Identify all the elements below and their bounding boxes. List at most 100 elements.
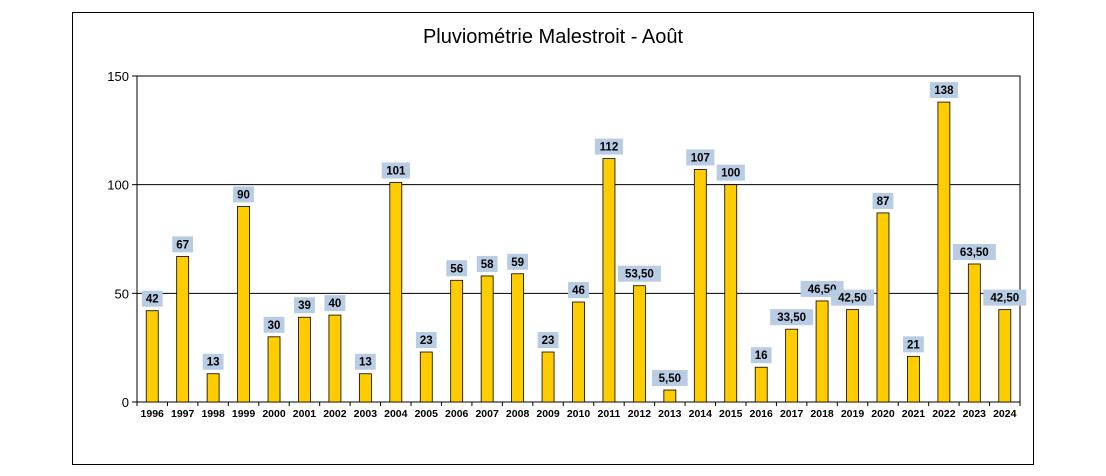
data-label-bg [594, 138, 624, 155]
data-label-2001: 39 [298, 300, 311, 312]
data-label-2011: 112 [600, 142, 619, 154]
data-label-2006: 56 [450, 263, 463, 275]
data-label-bg [872, 192, 894, 209]
data-label-2007: 58 [481, 259, 494, 271]
x-tick-label-2006: 2006 [445, 408, 469, 420]
bar-2021 [907, 355, 920, 403]
data-label-bg [750, 347, 772, 364]
data-label-2005: 23 [420, 335, 433, 347]
data-label-bg [903, 336, 924, 353]
bar-2014 [693, 169, 707, 403]
data-label-bg [507, 253, 529, 270]
x-tick-label-2018: 2018 [810, 408, 834, 420]
chart-title: Pluviométrie Malestroit - Août [422, 26, 684, 48]
data-label-2008: 59 [511, 257, 524, 269]
data-label-bg [263, 316, 285, 333]
x-tick-label-2024: 2024 [993, 408, 1017, 420]
data-label-2015: 100 [721, 168, 740, 180]
y-tick-label: 50 [115, 286, 129, 301]
x-tick-label-2022: 2022 [932, 408, 956, 420]
data-label-bg [476, 255, 498, 272]
bar-2002 [328, 314, 342, 403]
data-label-bg [568, 282, 589, 299]
x-tick-label-2015: 2015 [719, 408, 743, 420]
bar-1997 [176, 255, 190, 403]
data-label-2020: 87 [877, 196, 890, 208]
data-label-2012: 53,50 [625, 269, 654, 281]
x-tick-label-1996: 1996 [141, 408, 165, 420]
data-label-2002: 40 [329, 298, 342, 310]
x-tick-label-2013: 2013 [658, 408, 682, 420]
x-tick-label-2004: 2004 [384, 408, 408, 420]
x-tick-label-2020: 2020 [871, 408, 895, 420]
x-tick-label-1998: 1998 [201, 408, 225, 420]
data-label-bg [652, 370, 688, 387]
data-label-bg [202, 353, 224, 370]
bar-2024 [998, 309, 1012, 403]
bar-2019 [846, 309, 859, 403]
data-label-2016: 16 [755, 350, 768, 362]
bar-2022 [937, 101, 951, 403]
data-label-bg [929, 82, 958, 99]
bar-2017 [785, 328, 799, 403]
data-label-bg [831, 289, 875, 306]
bar-1998 [206, 373, 220, 403]
bar-2008 [511, 273, 525, 403]
data-label-1998: 13 [207, 357, 220, 369]
x-tick-label-2002: 2002 [323, 408, 347, 420]
data-label-bg [686, 149, 715, 166]
x-tick-label-2016: 2016 [750, 408, 774, 420]
bar-2011 [602, 158, 616, 403]
data-label-1997: 67 [176, 239, 189, 251]
x-tick-label-2001: 2001 [293, 408, 317, 420]
x-tick-label-2005: 2005 [415, 408, 439, 420]
bar-2010 [572, 301, 585, 403]
bar-2003 [358, 373, 372, 403]
data-label-2010: 46 [572, 285, 585, 297]
data-label-bg [324, 295, 346, 312]
y-tick-label: 0 [122, 395, 129, 410]
data-label-2023: 63,50 [960, 247, 989, 259]
data-label-bg [952, 243, 996, 260]
bar-2009 [541, 351, 555, 403]
y-tick-label: 100 [107, 178, 129, 193]
bar-2016 [754, 366, 768, 403]
bar-1999 [237, 205, 250, 403]
data-label-2004: 101 [386, 165, 406, 177]
x-tick-label-2023: 2023 [963, 408, 987, 420]
data-label-bg [415, 332, 437, 349]
data-label-bg [354, 353, 376, 370]
data-label-2019: 42,50 [838, 293, 867, 305]
x-tick-label-2012: 2012 [628, 408, 652, 420]
data-label-bg [294, 297, 315, 314]
x-tick-label-1997: 1997 [171, 408, 195, 420]
bar-2000 [267, 336, 281, 403]
data-label-2009: 23 [542, 335, 555, 347]
x-tick-label-2007: 2007 [475, 408, 499, 420]
bar-2018 [815, 300, 829, 403]
bar-2005 [419, 351, 433, 403]
bar-2012 [632, 285, 646, 403]
data-label-2022: 138 [934, 85, 954, 97]
data-label-bg [537, 332, 559, 349]
x-tick-label-2010: 2010 [567, 408, 591, 420]
x-tick-label-2021: 2021 [902, 408, 926, 420]
x-tick-label-2009: 2009 [536, 408, 560, 420]
data-label-bg [381, 162, 410, 179]
x-tick-label-2019: 2019 [841, 408, 865, 420]
data-label-2024: 42,50 [990, 293, 1019, 305]
data-label-bg [233, 186, 254, 203]
bar-1996 [145, 310, 159, 403]
data-label-bg [172, 236, 194, 253]
data-label-1999: 90 [237, 189, 250, 201]
data-label-2017: 33,50 [777, 312, 806, 324]
bar-2020 [876, 212, 890, 403]
bar-2007 [480, 275, 494, 403]
data-label-bg [617, 265, 661, 282]
bar-2004 [389, 182, 403, 403]
data-label-bg [716, 164, 745, 181]
x-tick-label-2003: 2003 [354, 408, 378, 420]
data-label-bg [983, 289, 1027, 306]
bar-2023 [967, 263, 981, 403]
